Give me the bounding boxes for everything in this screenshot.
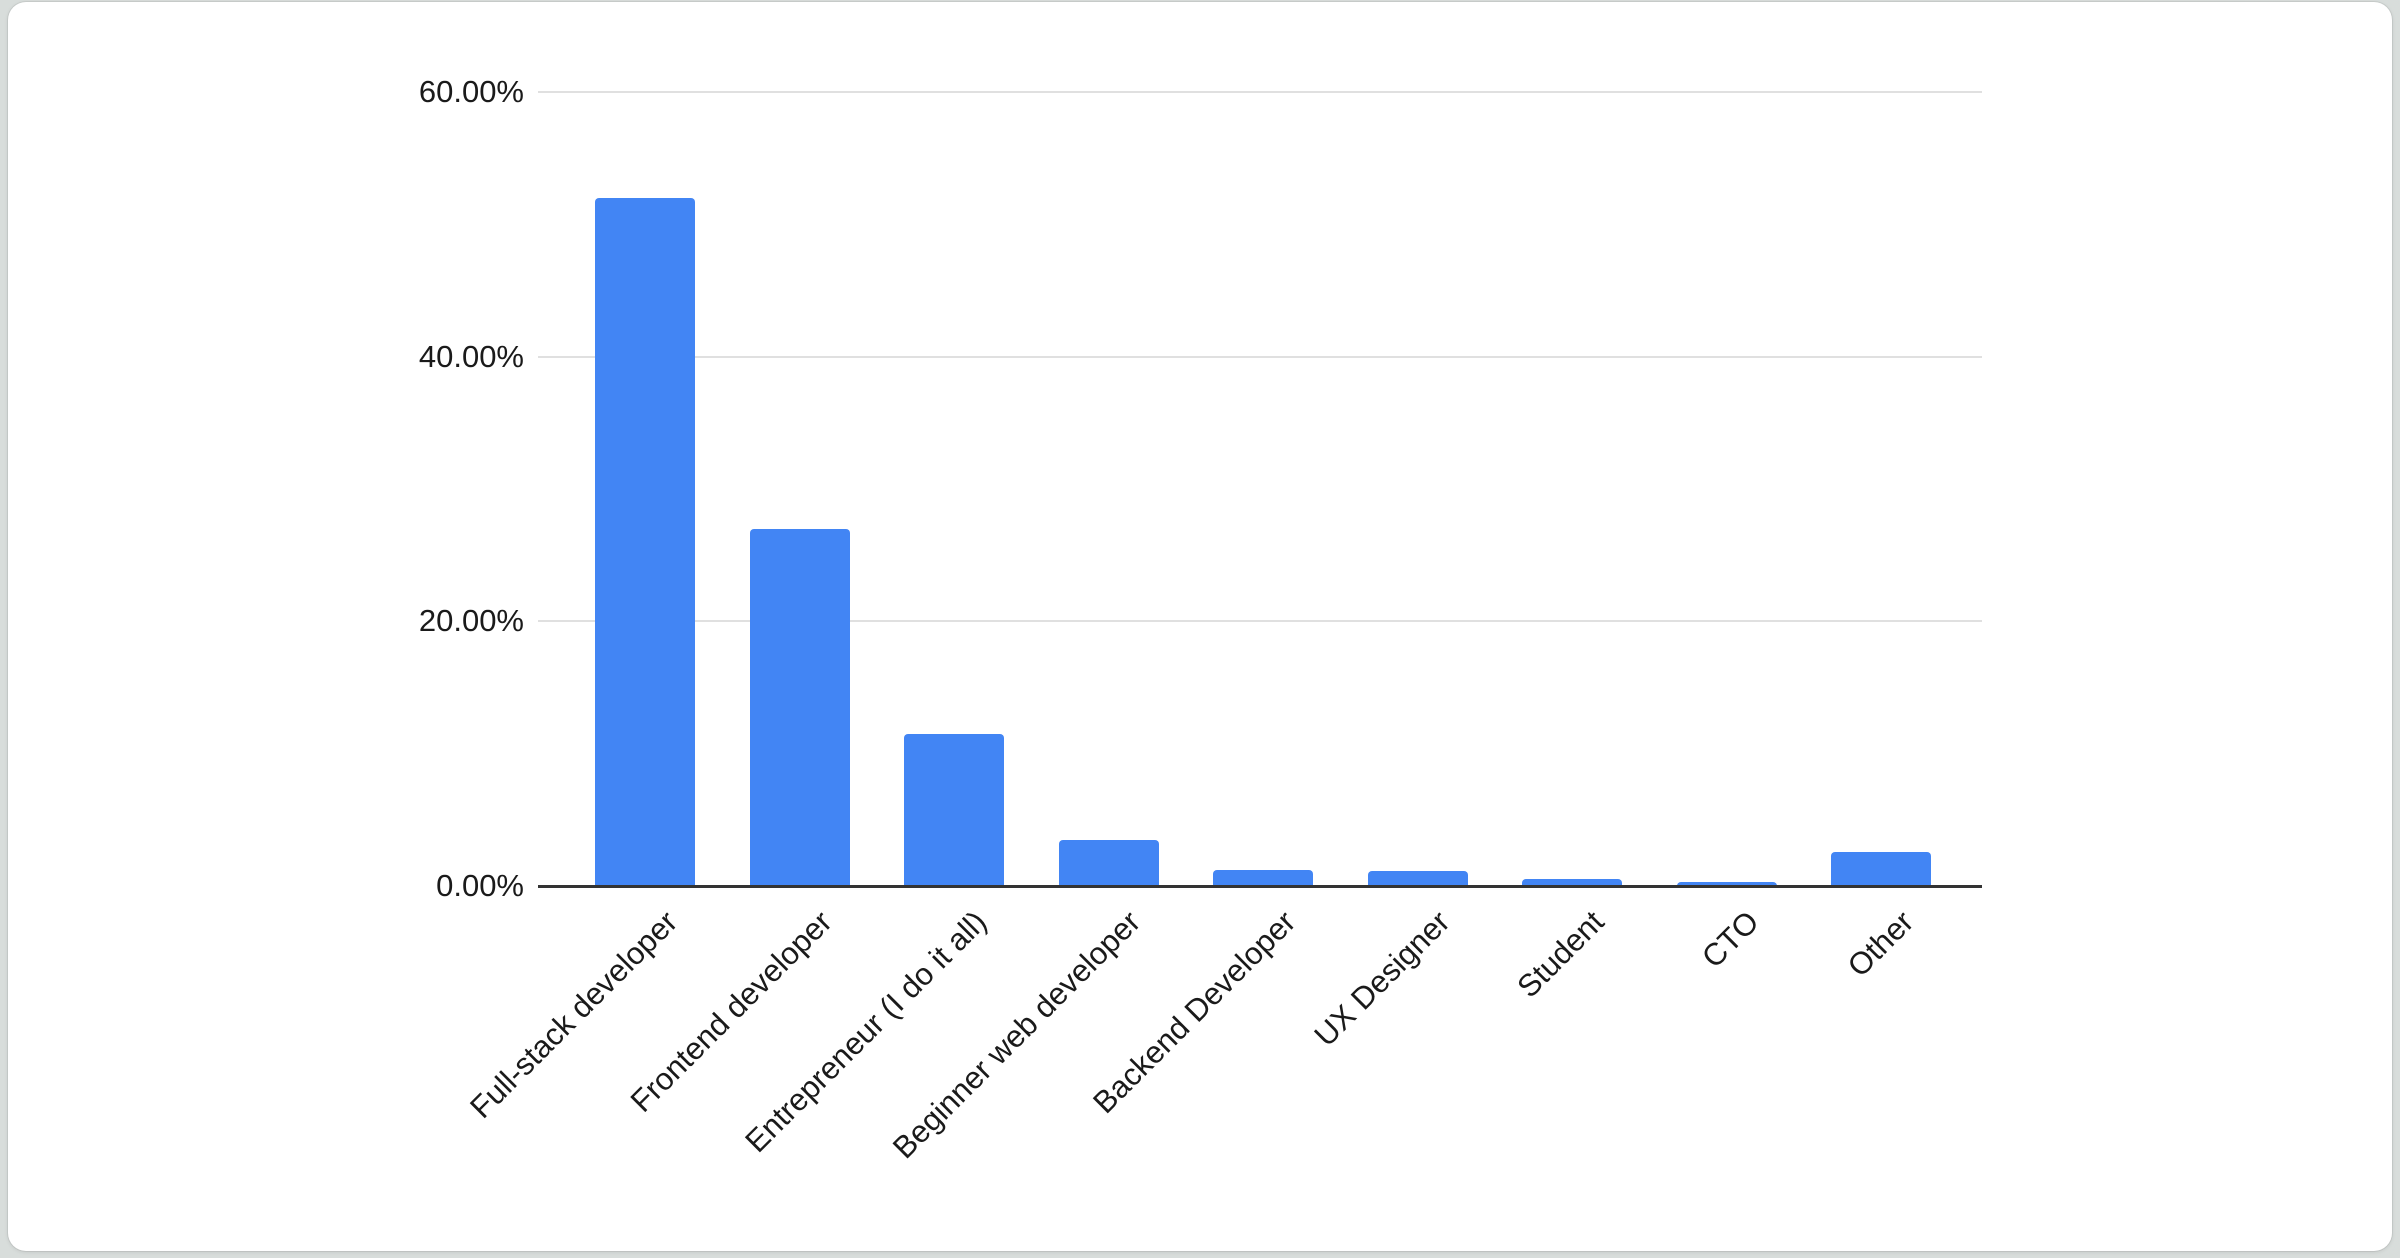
y-axis-tick-label: 20.00%	[419, 603, 524, 639]
bar-entrepreneur-i-do-it-all[interactable]	[904, 734, 1004, 886]
y-axis-tick-label: 40.00%	[419, 339, 524, 375]
bar-frontend-developer[interactable]	[750, 529, 850, 886]
y-axis-tick-label: 0.00%	[436, 868, 524, 904]
x-axis-label-student: Student	[1511, 904, 1612, 1005]
bar-ux-designer[interactable]	[1368, 871, 1468, 886]
x-axis-label-beginner-web-developer: Beginner web developer	[886, 904, 1148, 1166]
gridline-40pct	[538, 356, 1982, 358]
bar-other[interactable]	[1831, 852, 1931, 886]
gridline-60pct	[538, 91, 1982, 93]
x-axis-baseline	[538, 885, 1982, 888]
x-axis-label-cto: CTO	[1695, 904, 1766, 975]
plot-area: 0.00%20.00%40.00%60.00%Full-stack develo…	[8, 2, 2400, 1258]
x-axis-label-other: Other	[1840, 904, 1920, 984]
y-axis-tick-label: 60.00%	[419, 74, 524, 110]
bar-full-stack-developer[interactable]	[595, 198, 695, 886]
chart-card: 0.00%20.00%40.00%60.00%Full-stack develo…	[8, 2, 2392, 1251]
x-axis-label-ux-designer: UX Designer	[1307, 904, 1457, 1054]
bar-beginner-web-developer[interactable]	[1059, 840, 1159, 886]
bar-backend-developer[interactable]	[1213, 870, 1313, 886]
